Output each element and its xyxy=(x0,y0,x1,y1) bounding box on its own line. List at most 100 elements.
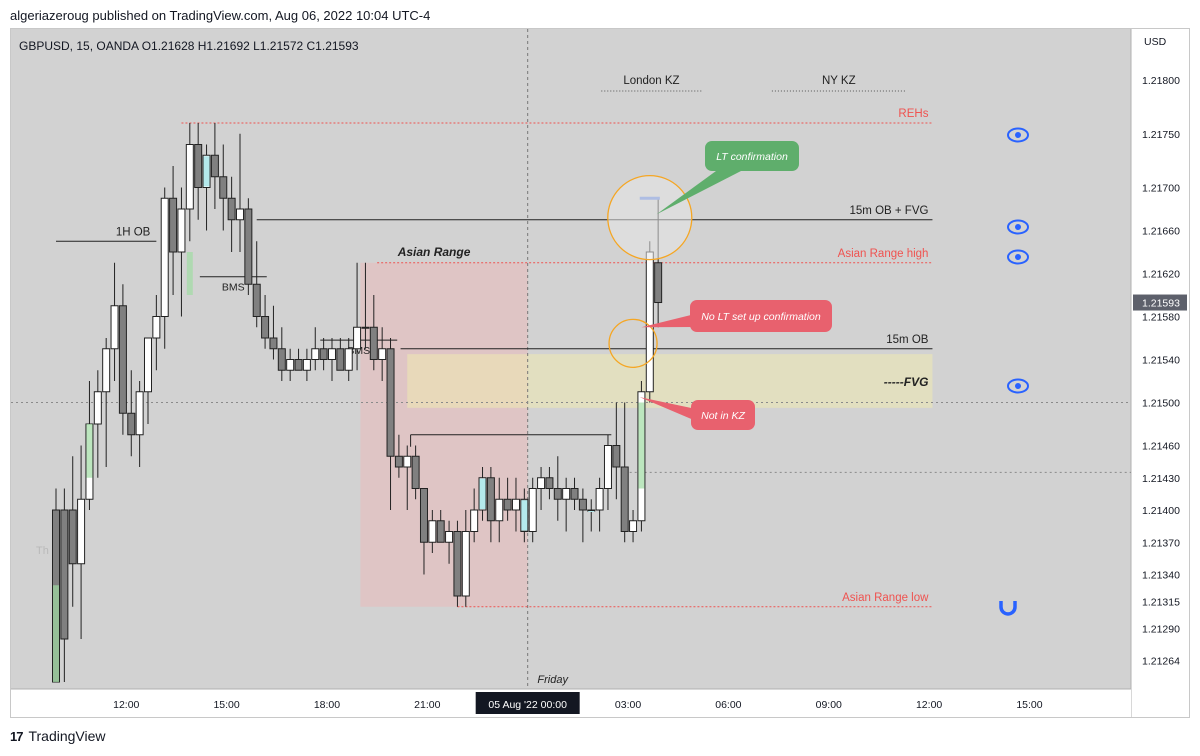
candle-body xyxy=(578,498,587,511)
price-tick-label: 1.21660 xyxy=(1142,226,1180,238)
candle-body xyxy=(436,520,445,543)
no-lt-callout-text: No LT set up confirmation xyxy=(701,311,821,323)
candle-body xyxy=(311,348,320,360)
candle-body xyxy=(336,348,345,371)
killzone-label-1: NY KZ xyxy=(822,75,856,87)
eye-icon-outline xyxy=(1007,378,1029,394)
no-lt-callout-box xyxy=(690,300,832,332)
candle-body xyxy=(219,176,228,199)
candle-body xyxy=(378,348,387,360)
brand-name: TradingView xyxy=(28,728,106,744)
volume-tint xyxy=(86,424,93,478)
candle-body xyxy=(118,305,127,414)
candle-highlight xyxy=(521,500,528,531)
price-tick-label: 1.21290 xyxy=(1142,623,1180,635)
candle-body xyxy=(177,208,186,253)
time-tick-label: 15:00 xyxy=(1016,699,1042,711)
current-time-badge xyxy=(475,692,580,714)
candle-body xyxy=(511,498,520,511)
currency-label: USD xyxy=(1144,36,1167,48)
chart-frame[interactable]: Asian Range -----FVG REHs 15m OB + FVG 1H OB… xyxy=(10,28,1190,718)
watermark-text: Th xyxy=(36,545,49,557)
candle-body xyxy=(587,509,596,512)
price-tick-label: 1.21540 xyxy=(1142,355,1180,367)
time-tick-label: 12:00 xyxy=(916,699,942,711)
price-tick-label: 1.21750 xyxy=(1142,129,1180,141)
candle-body xyxy=(235,208,244,221)
candle-highlight xyxy=(203,156,210,187)
eye-icon-pupil xyxy=(1015,224,1021,230)
day-label: Friday xyxy=(537,674,569,686)
fvg-zone xyxy=(407,354,933,408)
candle-body xyxy=(110,305,119,350)
candle-body xyxy=(620,466,629,532)
candle-body xyxy=(470,509,479,532)
candle-body xyxy=(127,412,136,436)
candle-body xyxy=(503,498,512,511)
fvg-label: -----FVG xyxy=(884,375,929,389)
time-tick-label: 03:00 xyxy=(615,699,641,711)
price-tick-label: 1.21700 xyxy=(1142,183,1180,195)
not-in-kz-callout-box xyxy=(691,400,755,430)
candle-body xyxy=(419,488,428,543)
candle-body xyxy=(210,154,219,178)
candle-body xyxy=(654,262,663,304)
lt-confirmation-callout-text: LT confirmation xyxy=(716,151,788,163)
price-tick-label: 1.21400 xyxy=(1142,505,1180,517)
candle-body xyxy=(495,498,504,522)
current-time-label: 05 Aug '22 00:00 xyxy=(488,699,567,711)
footer: 17 TradingView xyxy=(10,728,106,744)
candle-body xyxy=(169,197,178,253)
time-tick-label: 21:00 xyxy=(414,699,440,711)
tradingview-logo-icon: 17 xyxy=(10,728,24,744)
candle-body xyxy=(369,326,378,360)
eye-icon-outline xyxy=(1007,249,1029,265)
candle-body xyxy=(135,391,144,436)
eye-icon-pupil xyxy=(1015,132,1021,138)
level-label-4: 15m OB xyxy=(886,334,929,346)
chart-canvas[interactable]: Asian Range -----FVG REHs 15m OB + FVG 1H OB… xyxy=(11,29,1189,717)
candle-body xyxy=(570,488,579,500)
killzone-label-0: London KZ xyxy=(623,75,679,87)
eye-icon-pupil xyxy=(1015,383,1021,389)
price-tick-label: 1.21580 xyxy=(1142,312,1180,324)
eye-icon xyxy=(1007,127,1029,143)
candle-body xyxy=(612,445,621,468)
candle-body xyxy=(461,531,470,597)
price-tick-label: 1.21264 xyxy=(1142,656,1180,668)
price-tick-label: 1.21500 xyxy=(1142,398,1180,410)
price-tick-label: 1.21315 xyxy=(1142,596,1180,608)
current-price-badge xyxy=(1133,294,1187,311)
price-axis-area xyxy=(1131,29,1189,717)
candle-body xyxy=(562,488,571,500)
candle-body xyxy=(453,531,462,597)
level-label-0: REHs xyxy=(898,108,928,120)
candle-body xyxy=(102,348,111,393)
candle-body xyxy=(445,531,454,543)
level-label-2: 1H OB xyxy=(116,226,151,238)
symbol-line: GBPUSD, 15, OANDA O1.21628 H1.21692 L1.2… xyxy=(19,39,359,53)
candle-body xyxy=(277,348,286,371)
candle-body xyxy=(403,455,412,468)
eye-icon-pupil xyxy=(1015,254,1021,260)
time-tick-label: 12:00 xyxy=(113,699,139,711)
not-in-kz-callout-text: Not in KZ xyxy=(701,410,745,422)
level-label-3: Asian Range high xyxy=(838,248,929,260)
bms-label-0: BMS xyxy=(222,282,245,294)
eye-icon-outline xyxy=(1007,219,1029,235)
time-tick-label: 18:00 xyxy=(314,699,340,711)
candle-highlight xyxy=(588,511,595,512)
no-lt-circle xyxy=(608,318,658,369)
candle-body xyxy=(344,348,353,371)
candle-body xyxy=(537,477,546,489)
candle-body xyxy=(386,348,395,457)
eye-icon xyxy=(1007,219,1029,235)
candle-body xyxy=(327,348,336,360)
candle-body xyxy=(353,326,362,350)
candle-body xyxy=(603,445,612,489)
candle-body xyxy=(60,509,69,640)
lt-confirmation-callout-box xyxy=(705,141,799,171)
candle-body xyxy=(645,251,654,393)
price-tick-label: 1.21430 xyxy=(1142,473,1180,485)
level-label-5: Asian Range low xyxy=(842,592,929,604)
